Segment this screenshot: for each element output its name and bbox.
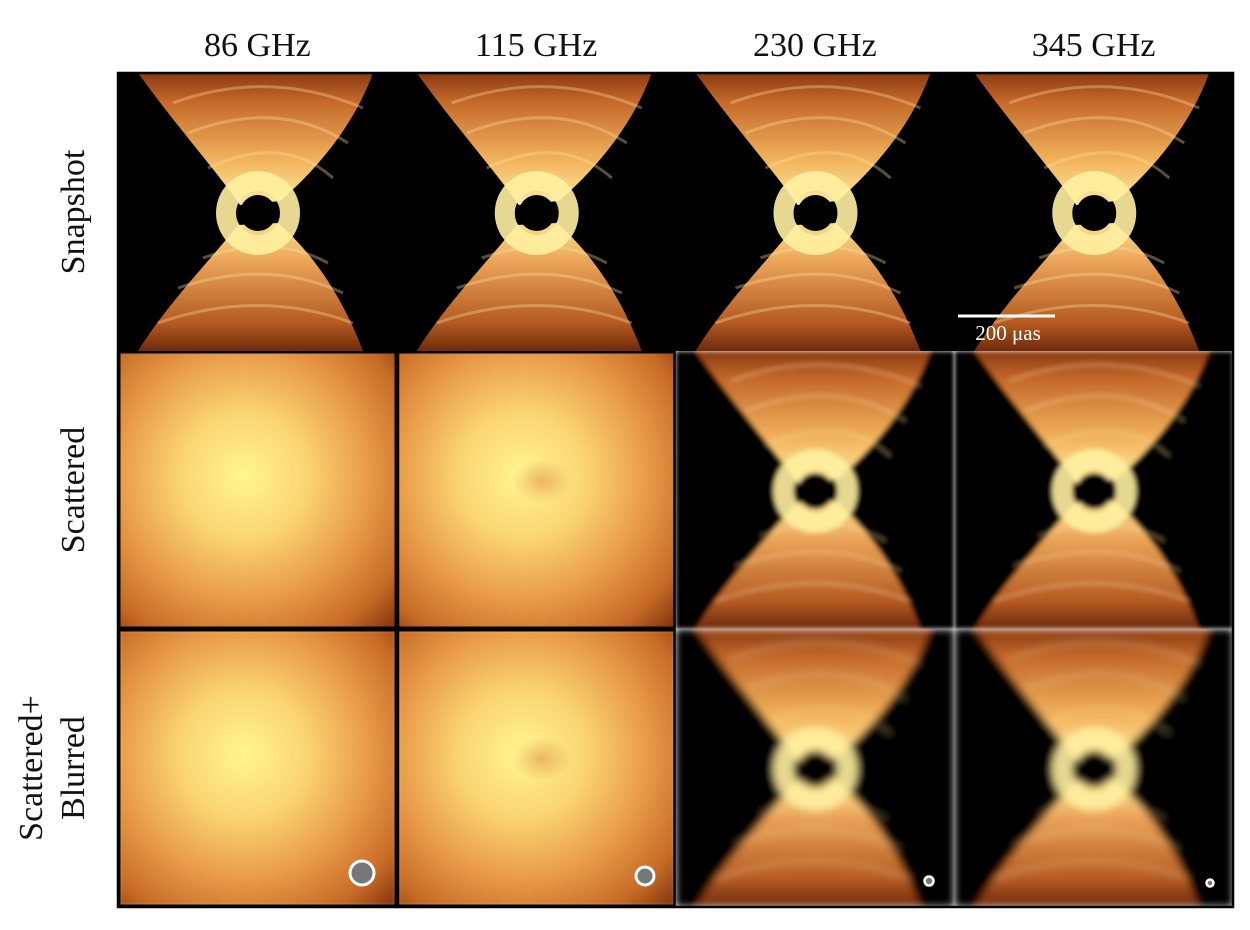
image-panel	[676, 351, 955, 629]
image-panel	[397, 73, 676, 351]
column-header: 345 GHz	[1032, 27, 1156, 64]
scale-bar-label: 200 μas	[975, 321, 1041, 345]
image-panel	[676, 73, 955, 351]
image-grid	[118, 73, 1233, 907]
column-header: 230 GHz	[753, 27, 877, 64]
image-panel	[396, 351, 676, 629]
image-panel	[118, 629, 397, 907]
row-label: Snapshot	[55, 149, 92, 274]
image-panel	[954, 351, 1233, 629]
beam	[634, 865, 656, 887]
image-panel	[118, 351, 397, 629]
frame	[116, 71, 1235, 909]
image-panel	[954, 73, 1233, 351]
beam-markers	[348, 859, 1215, 888]
row-label: Scattered	[55, 427, 92, 554]
image-panel	[676, 629, 955, 907]
column-header: 115 GHz	[475, 27, 597, 64]
image-panel	[118, 73, 397, 351]
image-panel	[396, 629, 676, 907]
beam	[1205, 878, 1215, 888]
row-label: Blurred	[55, 716, 92, 820]
image-panel	[954, 629, 1233, 907]
beam	[923, 875, 935, 887]
row-label: Scattered+	[13, 695, 50, 841]
column-header: 86 GHz	[204, 27, 311, 64]
beam	[348, 859, 376, 887]
